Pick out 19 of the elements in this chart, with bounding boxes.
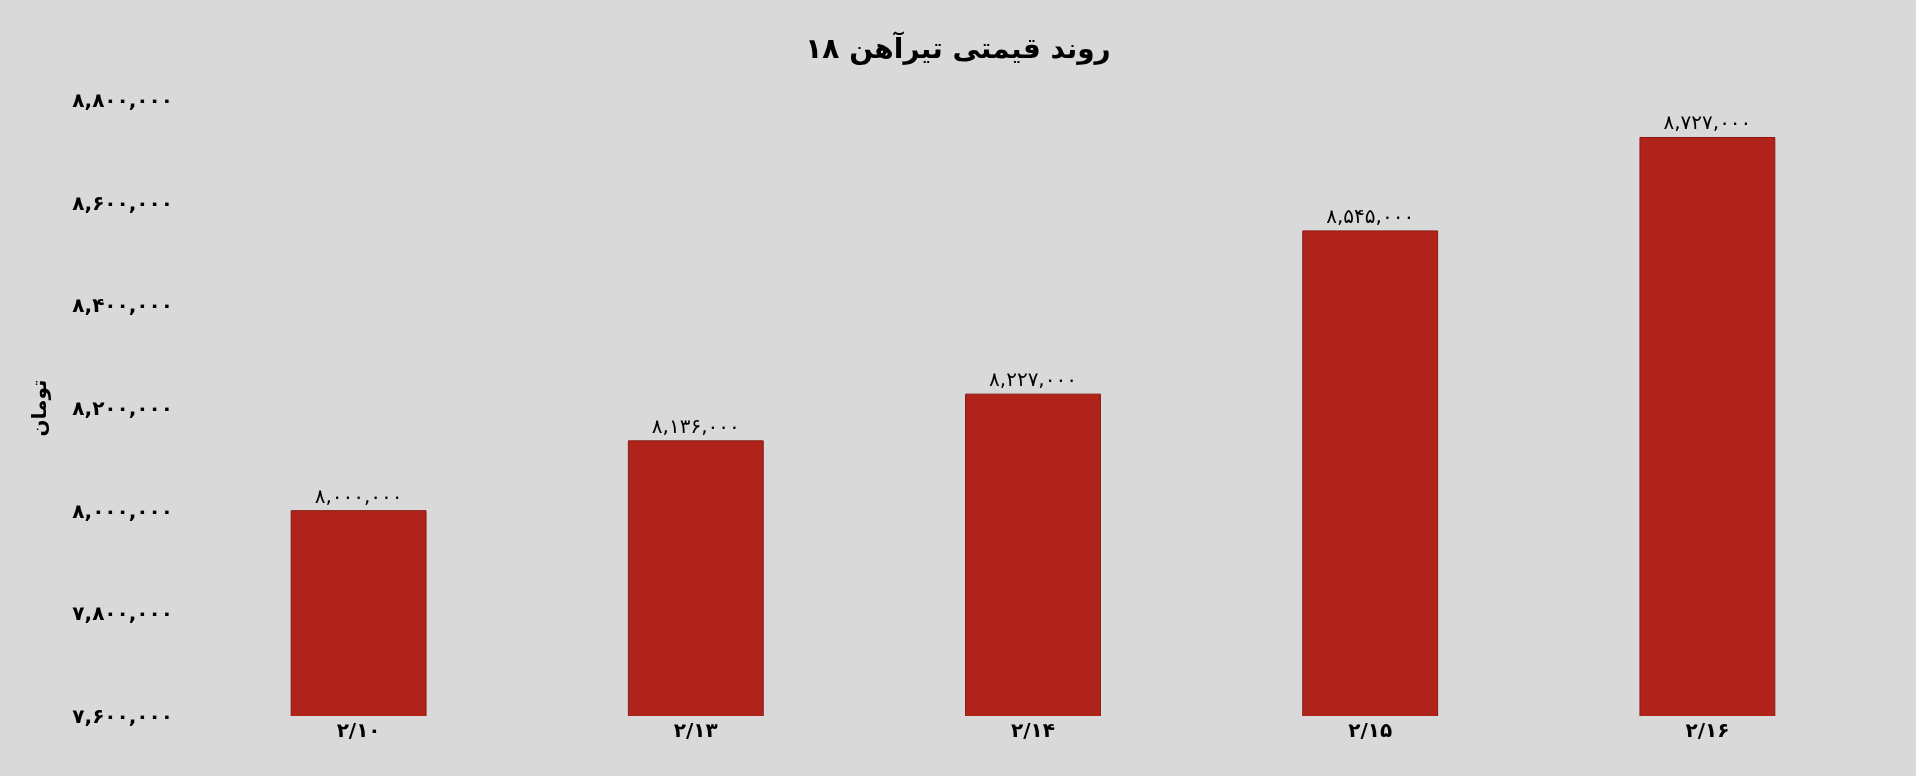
data-label: ۸,۵۴۵,۰۰۰ (1326, 203, 1415, 228)
y-tick-label: ۸,۰۰۰,۰۰۰ (72, 498, 173, 523)
y-tick-label: ۸,۶۰۰,۰۰۰ (72, 190, 173, 215)
x-tick-label: ۲/۱۰ (336, 718, 381, 742)
x-tick-label: ۲/۱۴ (1011, 718, 1055, 742)
y-tick-label: ۸,۴۰۰,۰۰۰ (72, 293, 173, 318)
data-label: ۸,۷۲۷,۰۰۰ (1663, 110, 1752, 135)
x-tick-label: ۲/۱۶ (1685, 718, 1730, 742)
x-tick-label: ۲/۱۳ (673, 718, 718, 742)
chart-title: روند قیمتی تیرآهن ۱۸ (805, 31, 1111, 66)
y-tick-label: ۷,۸۰۰,۰۰۰ (72, 601, 173, 626)
x-tick-label: ۲/۱۵ (1348, 718, 1393, 742)
data-label: ۸,۲۲۷,۰۰۰ (989, 367, 1077, 392)
y-tick-label: ۸,۲۰۰,۰۰۰ (72, 396, 173, 420)
y-tick-label: ۸,۸۰۰,۰۰۰ (72, 88, 173, 112)
y-axis-title: تومان (26, 379, 51, 437)
data-label: ۸,۰۰۰,۰۰۰ (314, 483, 403, 508)
y-tick-label: ۷,۶۰۰,۰۰۰ (72, 704, 173, 728)
data-label: ۸,۱۳۶,۰۰۰ (651, 413, 740, 438)
